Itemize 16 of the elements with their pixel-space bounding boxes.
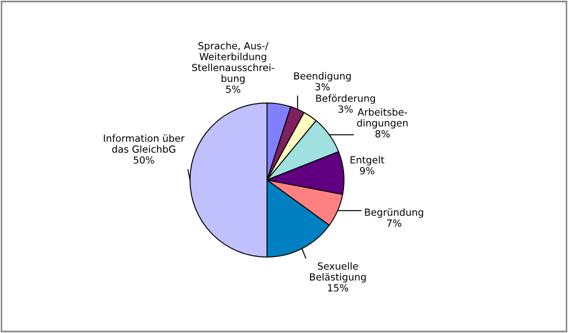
data-label: 50% xyxy=(134,156,154,164)
slice-label: Arbeitsbe- dingungen xyxy=(357,108,408,128)
slice-label: Entgelt xyxy=(350,156,384,166)
legend-label: Beförderung xyxy=(316,94,375,104)
data-label: 3% xyxy=(338,105,353,113)
data-label: 9% xyxy=(360,167,374,174)
data-label: 5% xyxy=(226,86,240,93)
slice-label: Beendigung xyxy=(294,72,351,82)
data-label: 15% xyxy=(328,284,348,292)
data-label: 8% xyxy=(375,130,390,138)
data-label: 7% xyxy=(387,219,402,227)
data-label: 3% xyxy=(315,83,330,90)
slice-label: Information über das GleichbG xyxy=(104,134,185,153)
slice-label: Sexuelle Belästigung xyxy=(310,262,366,282)
slice-label: Sprache, Aus-/ Weiterbildung Stellenausschrei- bung xyxy=(192,42,274,84)
slice-label: Begründung xyxy=(365,208,424,218)
